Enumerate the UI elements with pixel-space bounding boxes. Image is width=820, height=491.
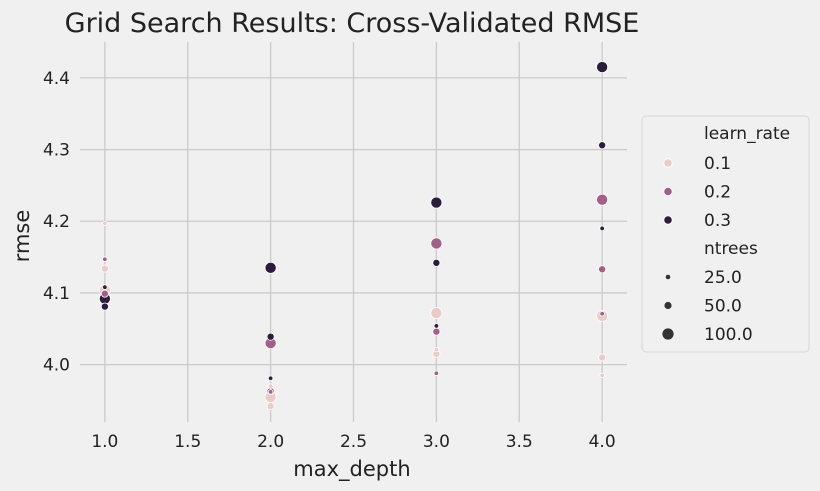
legend-hue-title: learn_rate	[704, 124, 790, 144]
data-point	[433, 323, 440, 329]
legend-size-label: 25.0	[704, 268, 742, 288]
y-axis-label: rmse	[10, 210, 34, 263]
legend-size-marker	[664, 301, 672, 310]
data-point	[598, 141, 607, 150]
data-point	[102, 220, 108, 227]
legend: learn_rate 0.1 0.2 0.3 ntrees 25.0 50.0 100.0	[641, 115, 810, 353]
data-point	[430, 307, 443, 320]
data-points	[98, 61, 609, 411]
data-point	[598, 353, 607, 362]
data-point	[599, 311, 605, 317]
legend-size-marker	[665, 274, 671, 280]
legend-box	[641, 115, 810, 353]
x-tick-label: 1.5	[174, 432, 201, 452]
data-point	[432, 258, 441, 267]
x-tick-labels: 1.0 1.5 2.0 2.5 3.0 3.5 4.0	[91, 432, 615, 452]
data-point	[596, 193, 609, 206]
y-tick-labels: 4.0 4.1 4.2 4.3 4.4	[43, 69, 70, 376]
data-point	[430, 237, 443, 250]
legend-hue-marker	[663, 215, 673, 225]
x-tick-label: 2.0	[257, 432, 284, 452]
x-tick-label: 2.5	[340, 432, 367, 452]
legend-hue-label: 0.2	[704, 183, 731, 203]
y-tick-label: 4.2	[43, 212, 70, 232]
data-point	[433, 370, 440, 376]
y-tick-label: 4.0	[43, 356, 70, 376]
data-point	[100, 264, 109, 273]
data-point	[266, 402, 275, 411]
legend-size-label: 50.0	[704, 297, 742, 317]
x-tick-label: 4.0	[589, 432, 616, 452]
grid-lines	[80, 42, 627, 422]
x-axis-label: max_depth	[293, 457, 410, 482]
y-tick-label: 4.4	[43, 69, 70, 89]
data-point	[102, 284, 108, 290]
data-point	[267, 383, 274, 389]
data-point	[267, 389, 274, 395]
y-tick-label: 4.1	[43, 284, 70, 304]
data-point	[599, 372, 605, 379]
data-point	[433, 346, 440, 353]
data-point	[100, 289, 109, 298]
legend-hue-label: 0.1	[704, 154, 731, 174]
data-point	[266, 332, 275, 341]
legend-hue-label: 0.3	[704, 211, 731, 231]
y-tick-label: 4.3	[43, 141, 70, 161]
data-point	[430, 196, 443, 209]
legend-size-marker	[662, 328, 674, 340]
data-point	[102, 256, 108, 262]
x-tick-label: 3.0	[423, 432, 450, 452]
data-point	[598, 265, 607, 274]
legend-hue-marker	[663, 186, 673, 197]
chart-title: Grid Search Results: Cross-Validated RMS…	[65, 8, 640, 39]
data-point	[267, 375, 274, 381]
x-tick-label: 3.5	[506, 432, 533, 452]
data-point	[264, 261, 277, 274]
x-tick-label: 1.0	[91, 432, 118, 452]
legend-size-title: ntrees	[704, 239, 758, 259]
data-point	[100, 302, 109, 311]
data-point	[599, 225, 605, 232]
legend-size-label: 100.0	[704, 325, 753, 345]
data-point	[596, 61, 609, 74]
data-point	[432, 327, 441, 336]
legend-hue-marker	[663, 158, 673, 168]
